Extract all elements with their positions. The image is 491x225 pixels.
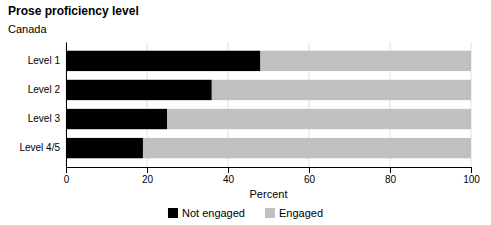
tick-mark xyxy=(309,167,310,173)
grid-line xyxy=(66,42,67,167)
tick: Level 1 xyxy=(28,55,61,66)
tick: Level 2 xyxy=(28,84,61,95)
tick-label: 0 xyxy=(64,174,70,185)
tick-mark xyxy=(147,167,148,173)
tick: Level 3 xyxy=(28,113,61,124)
chart: Prose proficiency level Canada 0 20 40 60 80 10… xyxy=(0,0,491,225)
tick-label: Level 2 xyxy=(28,84,61,95)
x-axis: 0 20 40 60 80 100 xyxy=(64,167,481,185)
axis-line xyxy=(66,43,67,168)
title: Prose proficiency level xyxy=(8,4,139,18)
tick-label: Level 3 xyxy=(28,113,61,124)
tick: Level 4/5 xyxy=(19,142,60,153)
bar xyxy=(167,109,471,129)
legend-item: Not engaged xyxy=(168,207,245,219)
tick-label: Level 4/5 xyxy=(19,142,60,153)
grid xyxy=(66,42,471,167)
tick: 60 xyxy=(304,167,316,185)
tick-mark xyxy=(471,167,472,173)
tick: 40 xyxy=(223,167,235,185)
tick-label: 60 xyxy=(304,174,316,185)
axis-line xyxy=(67,168,472,174)
tick: 20 xyxy=(142,167,154,185)
bar xyxy=(143,138,471,158)
bar xyxy=(212,80,471,100)
subtitle: Canada xyxy=(8,23,47,35)
x-axis-title: Percent xyxy=(250,188,288,200)
tick-mark xyxy=(228,167,229,173)
tick-label: 20 xyxy=(142,174,154,185)
bar xyxy=(66,80,212,100)
tick: 80 xyxy=(385,167,397,185)
bars xyxy=(66,51,471,159)
bar xyxy=(260,51,471,71)
tick-label: Level 1 xyxy=(28,55,61,66)
legend-item: Engaged xyxy=(265,207,323,219)
bar xyxy=(66,138,143,158)
tick-mark xyxy=(66,167,67,173)
tick-mark xyxy=(390,167,391,173)
legend-swatch xyxy=(265,208,275,218)
bar xyxy=(66,109,167,129)
tick-label: 100 xyxy=(463,174,480,185)
tick: 100 xyxy=(463,167,480,185)
y-axis: Level 1 Level 2 Level 3 Level 4/5 xyxy=(19,43,66,168)
legend-swatch xyxy=(168,208,178,218)
tick-label: 40 xyxy=(223,174,235,185)
bar xyxy=(66,51,260,71)
series xyxy=(143,51,471,159)
legend-label: Engaged xyxy=(279,207,323,219)
tick-label: 80 xyxy=(385,174,397,185)
tick: 0 xyxy=(64,167,70,185)
legend: Not engaged Engaged xyxy=(168,207,323,219)
legend-label: Not engaged xyxy=(182,207,245,219)
